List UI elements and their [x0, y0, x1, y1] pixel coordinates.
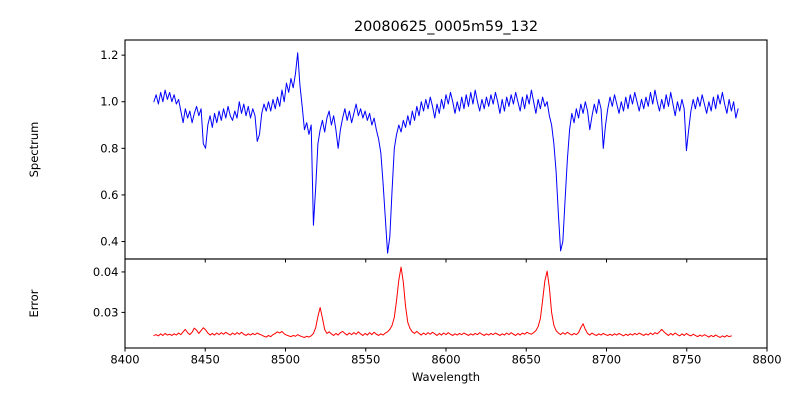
ytick-label-spectrum-2: 0.8: [100, 141, 118, 155]
xtick-label-8750: 8750: [672, 353, 701, 367]
ytick-label-spectrum-0: 0.4: [100, 235, 118, 249]
xtick-label-8600: 8600: [431, 353, 460, 367]
ytick-label-spectrum-1: 0.6: [100, 188, 118, 202]
xtick-label-8550: 8550: [351, 353, 380, 367]
figure-title: 20080625_0005m59_132: [354, 19, 538, 35]
panel-error: 8400 8450 8500 8550 8600 8650 8700 8750 8800 0.03…: [27, 258, 782, 384]
ytick-label-spectrum-3: 1.0: [100, 95, 118, 109]
xtick-label-8800: 8800: [752, 353, 781, 367]
xtick-label-8400: 8400: [110, 353, 139, 367]
xtick-label-8650: 8650: [512, 353, 541, 367]
xtick-label-8500: 8500: [271, 353, 300, 367]
xtick-label-8450: 8450: [191, 353, 220, 367]
ylabel-error: Error: [27, 289, 41, 317]
ylabel-spectrum: Spectrum: [27, 122, 41, 178]
ytick-label-spectrum-4: 1.2: [100, 48, 118, 62]
xtick-label-8700: 8700: [592, 353, 621, 367]
ytick-label-error-0: 0.03: [93, 305, 119, 319]
xlabel: Wavelength: [412, 370, 480, 384]
data-series-error: [153, 266, 732, 338]
data-series-spectrum: [153, 52, 739, 254]
ytick-label-error-1: 0.04: [93, 265, 119, 279]
